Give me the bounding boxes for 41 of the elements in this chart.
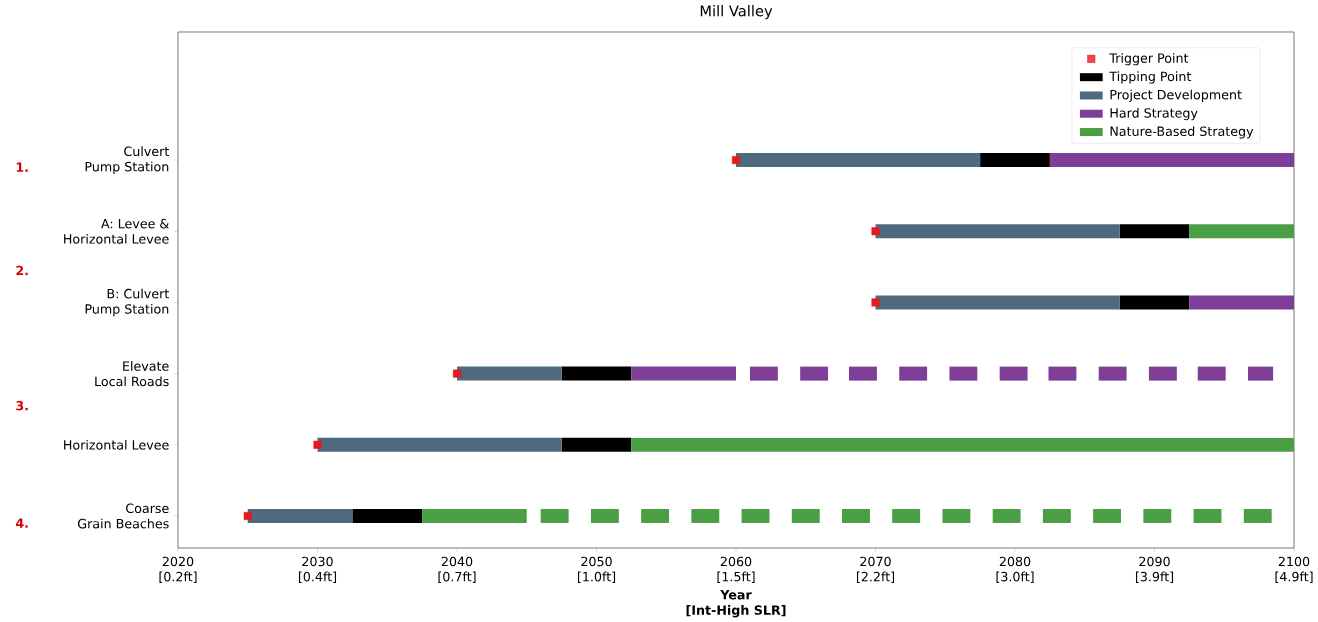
point (453, 369, 462, 378)
x-tick-label: 2060 (720, 556, 752, 567)
point (243, 511, 252, 520)
legend-label: Tipping Point (1109, 71, 1192, 84)
text: [0.4ft] (298, 571, 337, 583)
y-tick-label: Culvert Pump Station (85, 146, 169, 174)
text: 1. (16, 162, 28, 172)
x-axis-title: Year [Int-High SLR] (686, 590, 786, 618)
y-tick-label: Coarse Grain Beaches (78, 503, 169, 529)
legend-label: Project Development (1110, 89, 1242, 102)
text: [1.0ft] (577, 571, 616, 583)
x-tick-label: 2050 (581, 556, 612, 567)
text: [0.7ft] (438, 571, 476, 583)
text: 3. (16, 400, 28, 411)
x-tick-label: 2040 (441, 556, 473, 567)
y-tick-label: A: Levee & Horizontal Levee (64, 218, 169, 244)
chart-title: Mill Valley (700, 5, 773, 20)
legend-label: Nature-Based Strategy (1110, 126, 1254, 139)
y-tick-label: Horizontal Levee (64, 439, 169, 450)
text: 2. (16, 265, 28, 276)
text: [4.9ft] (1275, 571, 1313, 583)
x-tick-label: 2080 (999, 556, 1031, 567)
text: [3.0ft] (996, 571, 1034, 583)
x-tick-label: 2090 (1139, 556, 1170, 567)
legend-label: Hard Strategy (1110, 107, 1198, 121)
text: [3.9ft] (1135, 571, 1174, 583)
legend-label: Trigger Point (1109, 53, 1189, 66)
text: 4. (15, 518, 28, 528)
x-tick-label: 2100 (1278, 556, 1310, 567)
x-tick-label: 2030 (302, 556, 333, 567)
y-tick-label: B: Culvert Pump Station (85, 288, 169, 317)
point (871, 298, 880, 307)
x-tick-label: 2020 (162, 556, 194, 567)
x-tick-label: 2070 (860, 556, 891, 567)
point (871, 227, 880, 236)
text: [1.5ft] (717, 571, 755, 583)
y-tick-label: Elevate Local Roads (95, 361, 169, 387)
point (313, 440, 322, 449)
text: [0.2ft] (159, 571, 197, 583)
point (732, 156, 741, 165)
text: [2.2ft] (856, 571, 895, 583)
